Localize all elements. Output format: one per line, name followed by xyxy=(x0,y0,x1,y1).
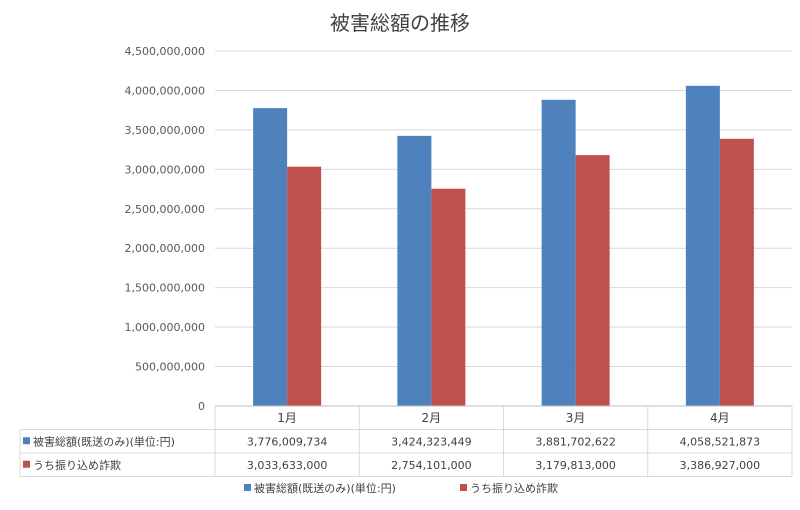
y-tick-label: 2,000,000,000 xyxy=(125,242,205,255)
y-axis: 0 500,000,000 1,000,000,000 1,500,000,000 2,… xyxy=(125,45,205,413)
bar-total-1 xyxy=(253,108,288,407)
data-label: 3,179,813,000 xyxy=(535,459,615,472)
data-label: 3,424,323,449 xyxy=(391,435,471,448)
legend-swatch xyxy=(460,484,467,491)
y-tick-label: 0 xyxy=(198,400,205,413)
bar-furikome-3 xyxy=(575,155,610,406)
y-tick-label: 500,000,000 xyxy=(135,361,205,374)
category-label: 4月 xyxy=(710,411,730,425)
y-tick-label: 3,500,000,000 xyxy=(125,124,205,137)
legend-swatch xyxy=(244,484,251,491)
category-label: 1月 xyxy=(277,411,297,425)
data-label: 4,058,521,873 xyxy=(680,435,760,448)
bar-furikome-2 xyxy=(431,188,466,406)
y-tick-label: 2,500,000,000 xyxy=(125,203,205,216)
bar-furikome-1 xyxy=(287,166,322,406)
y-tick-label: 1,000,000,000 xyxy=(125,321,205,334)
chart-title: 被害総額の推移 xyxy=(330,11,470,35)
bar-total-4 xyxy=(685,85,720,406)
category-label: 3月 xyxy=(566,411,586,425)
y-tick-label: 1,500,000,000 xyxy=(125,282,205,295)
legend-label: 被害総額(既送のみ)(単位:円) xyxy=(254,481,396,495)
y-tick-label: 3,000,000,000 xyxy=(125,163,205,176)
legend-label: うち振り込め詐欺 xyxy=(470,481,558,495)
data-label: 3,776,009,734 xyxy=(247,435,327,448)
table-legend-key xyxy=(23,460,30,468)
bar-total-2 xyxy=(397,135,432,406)
category-label: 2月 xyxy=(422,411,442,425)
data-label: 3,033,633,000 xyxy=(247,459,327,472)
bar-furikome-4 xyxy=(719,138,754,407)
legend: 被害総額(既送のみ)(単位:円) うち振り込め詐欺 xyxy=(244,481,558,495)
data-label: 3,881,702,622 xyxy=(535,435,615,448)
table-series-name: うち振り込め詐欺 xyxy=(33,458,121,472)
table-series-name: 被害総額(既送のみ)(単位:円) xyxy=(33,434,175,448)
y-tick-label: 4,500,000,000 xyxy=(125,45,205,58)
bars xyxy=(253,85,754,407)
table-legend-key xyxy=(23,437,30,445)
bar-total-3 xyxy=(541,99,576,406)
y-tick-label: 4,000,000,000 xyxy=(125,84,205,97)
data-label: 2,754,101,000 xyxy=(391,459,471,472)
data-label: 3,386,927,000 xyxy=(680,459,760,472)
